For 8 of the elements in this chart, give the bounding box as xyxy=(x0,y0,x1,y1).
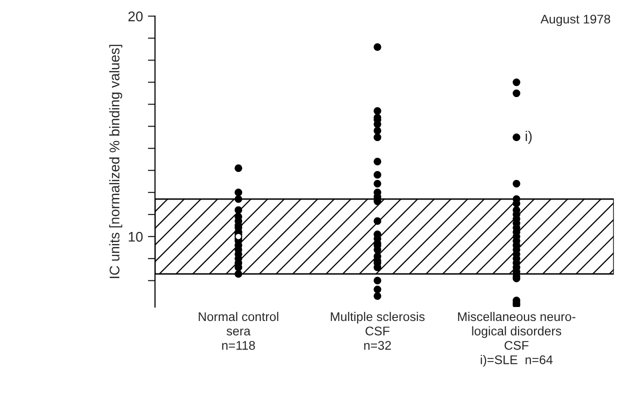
annotation: i) xyxy=(526,130,532,144)
y-axis-title: IC units [normalized % binding values] xyxy=(109,44,122,278)
x-tick-label: Multiple sclerosis CSF n=32 xyxy=(330,312,425,350)
y-tick-label: 20 xyxy=(128,11,143,22)
x-tick-label: Normal control sera n=118 xyxy=(198,312,278,350)
x-tick-label: Miscellaneous neuro- logical disorders CSF i)=SLE n=64 xyxy=(458,312,576,367)
annotation: August 1978 xyxy=(540,14,610,26)
y-tick-label: 10 xyxy=(128,232,143,242)
